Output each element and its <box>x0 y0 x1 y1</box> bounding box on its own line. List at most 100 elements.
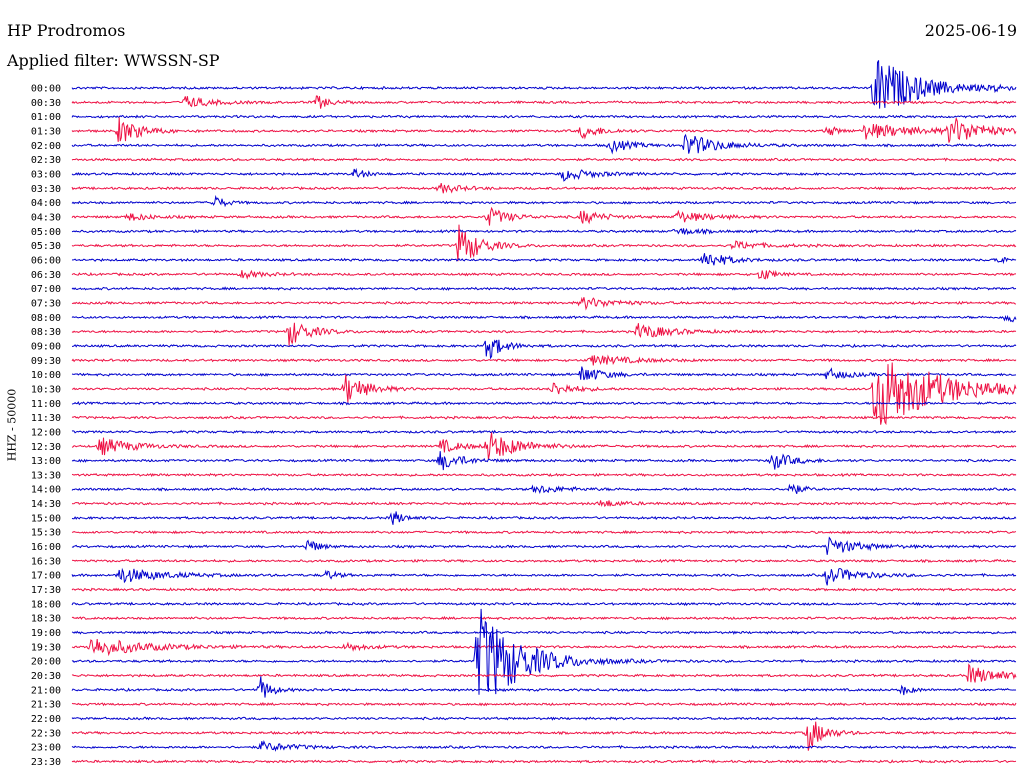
row-label: 10:00 <box>31 370 61 381</box>
trace-row <box>71 429 1017 435</box>
trace-row <box>71 167 1017 182</box>
trace-row <box>71 157 1017 162</box>
trace-row <box>71 701 1017 707</box>
trace-row <box>71 133 1017 155</box>
trace-row <box>71 511 1017 525</box>
trace-row <box>71 663 1017 683</box>
trace-row <box>71 601 1017 607</box>
row-label: 19:30 <box>31 642 61 653</box>
trace-row <box>71 676 1017 698</box>
trace-row <box>71 366 1017 381</box>
row-label: 15:30 <box>31 528 61 539</box>
trace-row <box>71 95 1017 109</box>
traces <box>71 60 1017 764</box>
row-label: 21:30 <box>31 700 61 711</box>
row-label: 23:00 <box>31 743 61 754</box>
trace-row <box>71 759 1017 764</box>
trace-row <box>71 558 1017 564</box>
row-label: 17:00 <box>31 571 61 582</box>
trace-row <box>71 269 1016 280</box>
row-label: 11:30 <box>31 413 61 424</box>
station-title: HP Prodromos <box>7 21 126 40</box>
trace-row <box>71 194 1017 208</box>
row-label: 03:30 <box>31 184 61 195</box>
trace-row <box>71 500 1017 508</box>
row-label: 01:30 <box>31 126 61 137</box>
trace-row <box>72 339 1017 360</box>
row-label: 15:00 <box>31 513 61 524</box>
trace-row <box>71 483 1017 495</box>
row-label: 14:00 <box>31 485 61 496</box>
row-label: 18:30 <box>31 614 61 625</box>
trace-row <box>71 117 1017 143</box>
row-label: 12:00 <box>31 427 61 438</box>
row-label: 02:00 <box>31 141 61 152</box>
row-label: 17:30 <box>31 585 61 596</box>
trace-row <box>71 529 1017 535</box>
trace-row <box>71 253 1017 266</box>
row-label: 05:00 <box>31 227 61 238</box>
row-label: 13:30 <box>31 470 61 481</box>
row-label: 08:30 <box>31 327 61 338</box>
trace-row <box>71 740 1016 752</box>
row-label: 07:00 <box>31 284 61 295</box>
trace-row <box>71 587 1016 592</box>
row-label: 18:00 <box>31 599 61 610</box>
row-label: 06:30 <box>31 270 61 281</box>
filter-label: Applied filter: WWSSN-SP <box>7 51 220 70</box>
row-label: 10:30 <box>31 384 61 395</box>
trace-row <box>71 224 1017 262</box>
trace-row <box>71 286 1017 291</box>
row-label: 00:30 <box>31 98 61 109</box>
row-label: 01:00 <box>31 112 61 123</box>
row-label: 07:30 <box>31 298 61 309</box>
row-label: 09:30 <box>31 356 61 367</box>
row-label: 23:30 <box>31 757 61 768</box>
trace-row <box>71 314 1017 323</box>
trace-row <box>71 296 1017 311</box>
row-label: 20:30 <box>31 671 61 682</box>
row-label: 08:00 <box>31 313 61 324</box>
row-label: 19:00 <box>31 628 61 639</box>
trace-row <box>71 639 1017 657</box>
row-label: 12:30 <box>31 442 61 453</box>
row-label: 16:30 <box>31 556 61 567</box>
trace-row <box>71 432 1017 460</box>
row-label: 03:00 <box>31 169 61 180</box>
row-label: 22:30 <box>31 728 61 739</box>
trace-row <box>71 322 1017 346</box>
trace-row <box>71 630 1017 635</box>
trace-row <box>71 608 1017 695</box>
trace-row <box>71 362 1017 426</box>
trace-row <box>71 60 1017 109</box>
row-label: 20:00 <box>31 657 61 668</box>
row-label: 13:00 <box>31 456 61 467</box>
trace-row <box>71 401 1017 406</box>
trace-row <box>71 206 1017 226</box>
trace-row <box>71 451 1017 471</box>
trace-row <box>71 415 1017 420</box>
row-label: 21:00 <box>31 685 61 696</box>
row-label: 22:00 <box>31 714 61 725</box>
row-label: 04:30 <box>31 212 61 223</box>
date-label: 2025-06-19 <box>924 21 1017 40</box>
row-label: 14:30 <box>31 499 61 510</box>
row-label: 00:00 <box>31 84 61 95</box>
row-label: 11:00 <box>31 399 61 410</box>
trace-row <box>71 721 1017 751</box>
trace-row <box>71 716 1017 721</box>
trace-row <box>71 354 1017 366</box>
row-labels: 00:00 00:30 01:00 01:30 02:00 02:30 03:00 03:30… <box>31 84 61 769</box>
trace-row <box>71 472 1017 478</box>
row-label: 05:30 <box>31 241 61 252</box>
row-label: 04:00 <box>31 198 61 209</box>
trace-row <box>71 114 1017 119</box>
row-label: 16:00 <box>31 542 61 553</box>
trace-row <box>71 228 1017 236</box>
trace-row <box>71 615 1017 621</box>
trace-row <box>71 182 1016 194</box>
row-label: 06:00 <box>31 255 61 266</box>
trace-row <box>71 536 1017 555</box>
row-label: 02:30 <box>31 155 61 166</box>
